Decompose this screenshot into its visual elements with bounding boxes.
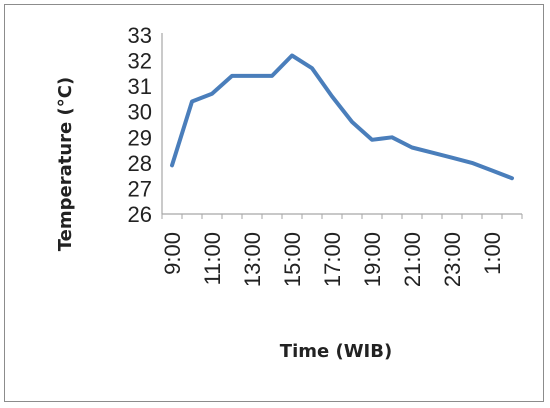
- x-tick-label: 11:00: [200, 232, 225, 285]
- y-tick-label: 33: [128, 23, 152, 48]
- x-tick-label: 9:00: [160, 232, 185, 275]
- y-tick-label: 28: [128, 151, 152, 176]
- x-tick-label: 21:00: [400, 232, 425, 287]
- y-tick-label: 27: [128, 176, 152, 201]
- chart-frame: [4, 4, 544, 402]
- x-axis-ticks: 9:00 11:00 13:00 15:00 17:00 19:00 21:00 23:00 1…: [160, 232, 505, 287]
- y-tick-label: 31: [128, 74, 152, 99]
- x-tick-label: 17:00: [320, 232, 345, 287]
- x-axis-title: Time (WIB): [280, 341, 392, 362]
- y-tick-label: 26: [128, 202, 152, 227]
- x-tick-label: 15:00: [280, 232, 305, 287]
- x-tick-label: 23:00: [440, 232, 465, 287]
- y-axis-title: Temperature (°C): [55, 77, 76, 251]
- y-tick-label: 32: [128, 49, 152, 74]
- x-tick-label: 19:00: [360, 232, 385, 287]
- y-tick-label: 29: [128, 125, 152, 150]
- x-axis-tickmarks: [161, 214, 523, 219]
- temperature-series-line: [170, 53, 514, 181]
- x-tick-label: 13:00: [240, 232, 265, 287]
- x-tick-label: 1:00: [480, 232, 505, 275]
- y-tick-label: 30: [128, 100, 152, 125]
